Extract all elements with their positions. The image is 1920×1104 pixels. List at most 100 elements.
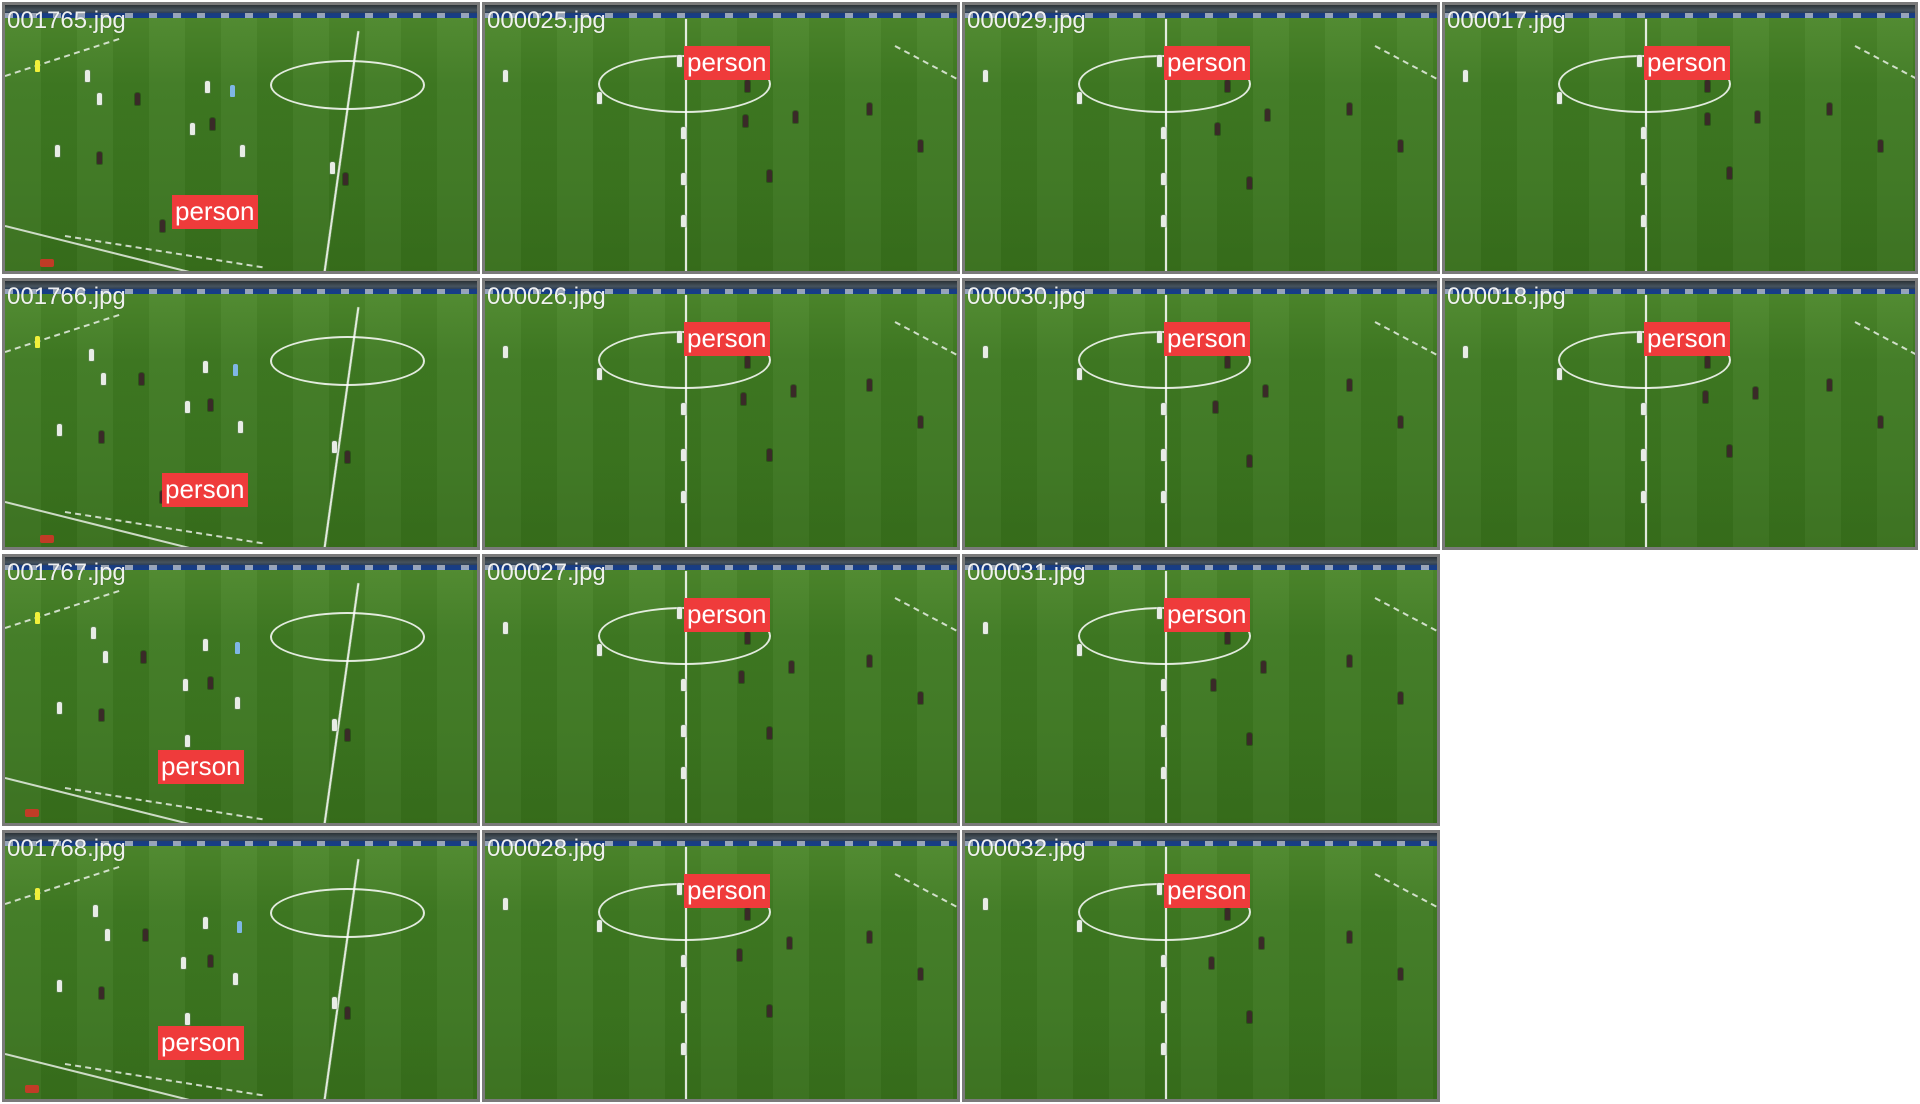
player: [918, 968, 923, 980]
pitch: [1445, 281, 1915, 547]
thumbnail-000027[interactable]: 000027.jpg person: [482, 554, 960, 826]
filename-label: 001768.jpg: [7, 835, 126, 862]
player: [1265, 109, 1270, 121]
player: [503, 622, 508, 634]
player: [1827, 379, 1832, 391]
thumbnail-000030[interactable]: 000030.jpg person: [962, 278, 1440, 550]
player: [918, 692, 923, 704]
player: [240, 145, 245, 157]
player: [1347, 103, 1352, 115]
thumbnail-001768[interactable]: 001768.jpg person: [2, 830, 480, 1102]
filename-label: 000031.jpg: [967, 559, 1086, 586]
player: [1161, 449, 1166, 461]
thumbnail-000031[interactable]: 000031.jpg person: [962, 554, 1440, 826]
thumbnail-000028[interactable]: 000028.jpg person: [482, 830, 960, 1102]
stands: [965, 5, 1437, 19]
player: [185, 401, 190, 413]
player: [1213, 401, 1218, 413]
halfway-line: [1165, 19, 1167, 271]
filename-label: 000029.jpg: [967, 7, 1086, 34]
stands: [5, 557, 477, 571]
stands: [965, 281, 1437, 295]
player: [1727, 167, 1732, 179]
ad-board: [40, 535, 54, 543]
player: [1398, 692, 1403, 704]
player: [1705, 113, 1710, 125]
pitch: [965, 281, 1437, 547]
player: [1157, 607, 1162, 619]
player: [681, 403, 686, 415]
player: [55, 145, 60, 157]
detection-label: person: [684, 598, 770, 632]
player: [681, 955, 686, 967]
player: [238, 421, 243, 433]
player: [503, 70, 508, 82]
player: [233, 364, 238, 376]
player: [1755, 111, 1760, 123]
thumbnail-000018[interactable]: 000018.jpg person: [1442, 278, 1918, 550]
player: [1077, 920, 1082, 932]
player: [681, 1043, 686, 1055]
thumbnail-001766[interactable]: 001766.jpg person: [2, 278, 480, 550]
player: [1247, 1011, 1252, 1023]
thumbnail-001765[interactable]: 001765.jpg person: [2, 2, 480, 274]
detection-label: person: [1164, 598, 1250, 632]
player: [1225, 356, 1230, 368]
player: [1398, 968, 1403, 980]
player: [1161, 679, 1166, 691]
player: [793, 111, 798, 123]
player: [91, 627, 96, 639]
thumbnail-000032[interactable]: 000032.jpg person: [962, 830, 1440, 1102]
thumbnail-000029[interactable]: 000029.jpg person: [962, 2, 1440, 274]
player: [503, 346, 508, 358]
player: [1347, 931, 1352, 943]
player: [745, 908, 750, 920]
player: [745, 80, 750, 92]
detection-label: person: [172, 195, 258, 229]
player: [503, 898, 508, 910]
player: [681, 173, 686, 185]
player: [918, 416, 923, 428]
halfway-line: [685, 19, 687, 271]
detection-label: person: [158, 1026, 244, 1060]
detection-label: person: [1164, 322, 1250, 356]
player: [203, 361, 208, 373]
player: [93, 905, 98, 917]
player: [983, 346, 988, 358]
stands: [1445, 5, 1915, 19]
player: [743, 115, 748, 127]
stands: [485, 5, 957, 19]
player: [143, 929, 148, 941]
player: [1225, 908, 1230, 920]
filename-label: 000028.jpg: [487, 835, 606, 862]
player: [1347, 379, 1352, 391]
player: [35, 612, 40, 624]
player: [1161, 491, 1166, 503]
player: [183, 679, 188, 691]
thumbnail-001767[interactable]: 001767.jpg person: [2, 554, 480, 826]
stands: [5, 833, 477, 847]
player: [1463, 70, 1468, 82]
player: [237, 921, 242, 933]
player: [745, 632, 750, 644]
player: [1637, 331, 1642, 343]
player: [1157, 331, 1162, 343]
player: [233, 973, 238, 985]
filename-label: 000018.jpg: [1447, 283, 1566, 310]
thumbnail-000026[interactable]: 000026.jpg person: [482, 278, 960, 550]
player: [160, 220, 165, 232]
player: [918, 140, 923, 152]
player: [1161, 403, 1166, 415]
player: [1637, 55, 1642, 67]
player: [1705, 80, 1710, 92]
player: [1641, 491, 1646, 503]
halfway-line: [1165, 295, 1167, 547]
thumbnail-000025[interactable]: 000025.jpg person: [482, 2, 960, 274]
pitch: [5, 5, 477, 271]
thumbnail-000017[interactable]: 000017.jpg person: [1442, 2, 1918, 274]
player: [235, 697, 240, 709]
halfway-line: [685, 847, 687, 1099]
player: [681, 215, 686, 227]
player: [101, 373, 106, 385]
player: [105, 929, 110, 941]
